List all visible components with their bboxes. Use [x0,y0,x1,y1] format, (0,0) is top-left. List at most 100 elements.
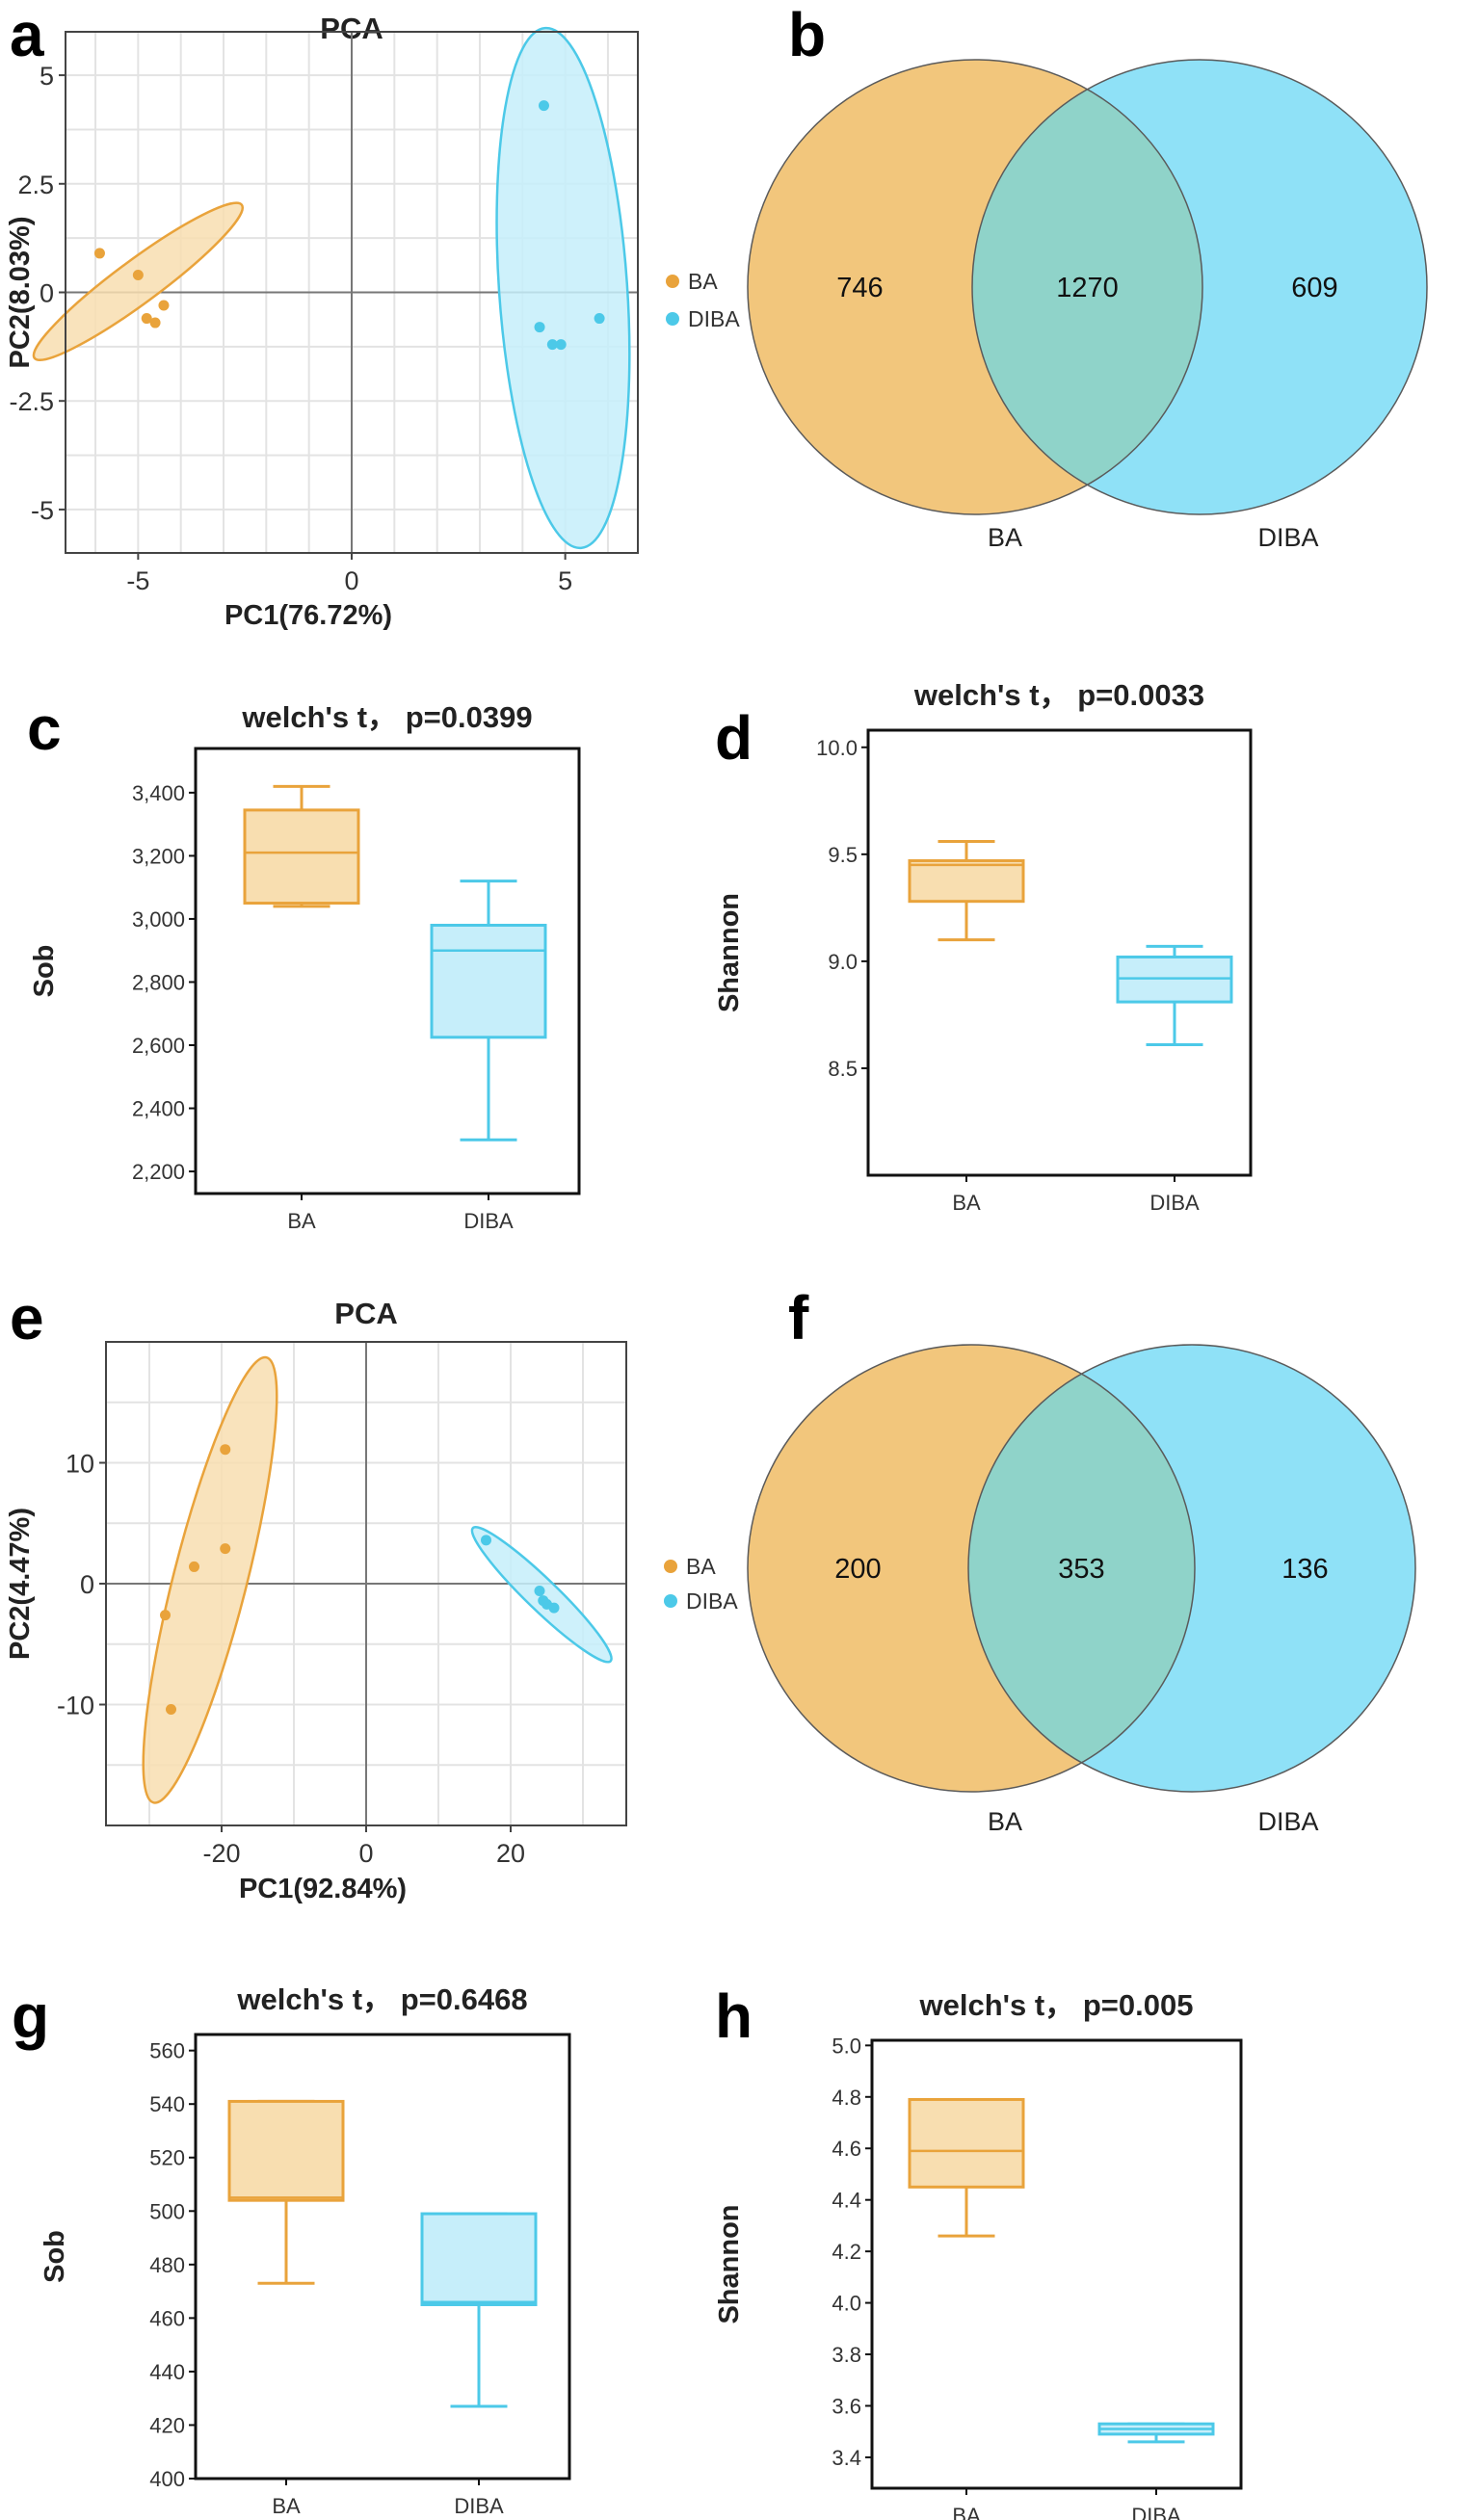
legend-marker-ba [664,1560,677,1573]
venn-outline-ba [747,1344,1196,1793]
y-tick-label: 3.8 [832,2343,861,2367]
y-tick-label: 3.4 [832,2446,861,2470]
y-axis-title: Sob [29,945,60,998]
boxplot-d: welch's t， p=0.0033 8.5 9.0 9.5 10.0 BA DIBA Sh… [714,678,1253,1215]
boxplot-g: welch's t， p=0.6468 400 420 440 460 480 500 520… [40,1982,571,2518]
legend-label-ba: BA [688,269,718,294]
data-point-diba [548,1602,560,1614]
box-iqr-ba [227,2099,345,2202]
y-tick-label: 0 [80,1570,94,1599]
venn-outline-diba [971,59,1428,515]
box-iqr-ba [908,2097,1025,2189]
data-point-ba [189,1561,199,1572]
y-tick-label: 500 [149,2199,185,2223]
venn-count-diba-only: 609 [1291,273,1337,303]
legend-marker-diba [666,312,679,326]
y-tick-label: 3.6 [832,2394,861,2418]
y-tick-label: 2.5 [17,171,54,199]
panel-letter-b: b [788,0,826,69]
boxplot-c: welch's t， p=0.0399 2,200 2,400 2,600 2,800 3… [29,700,581,1233]
venn-overlap [968,1345,1195,1792]
plot-frame [866,728,1253,1177]
confidence-ellipse-ba [142,1355,278,1804]
venn-count-shared: 1270 [1056,273,1119,303]
plot-frame [870,2038,1243,2490]
x-tick-label: DIBA [454,2494,504,2518]
data-point-ba [149,317,161,328]
x-tick-label: DIBA [1149,1191,1200,1215]
plot-frame [194,2033,571,2481]
y-tick-label: 4.2 [832,2240,861,2264]
x-tick-label: -20 [202,1839,240,1868]
data-point-diba [594,313,605,325]
venn-outline-diba [967,1344,1416,1793]
y-tick-label: 10 [66,1450,94,1479]
legend-marker-ba [666,275,679,288]
legend-marker-diba [664,1594,677,1608]
y-tick-label: -5 [31,496,54,525]
x-tick-label: 20 [496,1839,525,1868]
y-tick-label: 9.5 [828,843,858,867]
y-tick-label: 4.0 [832,2292,861,2316]
venn-set-label-diba: DIBA [1257,523,1318,552]
data-point-diba [534,1586,545,1597]
panel-letter-a: a [10,0,44,69]
venn-outline-ba [747,59,1203,515]
data-point-diba [534,322,545,333]
data-point-diba [481,1535,491,1546]
y-tick-label: -10 [57,1692,94,1720]
y-tick-label: 420 [149,2413,185,2437]
data-point-ba [166,1704,176,1716]
data-point-ba [141,313,152,325]
chart-title: welch's t， p=0.6468 [236,1982,527,2016]
y-tick-label: 2,400 [132,1097,185,1121]
x-tick-label: DIBA [1131,2504,1181,2520]
x-tick-label: BA [952,1191,981,1215]
y-axis-title: Shannon [714,2204,745,2323]
y-tick-label: 4.8 [832,2086,861,2110]
x-tick-label: BA [272,2494,301,2518]
plot-frame [194,747,581,1195]
y-tick-label: 460 [149,2306,185,2330]
box-iqr-diba [420,2212,538,2306]
boxplot-h: welch's t， p=0.005 3.4 3.6 3.8 4.0 4.2 4.4 4.6 4… [714,1988,1243,2520]
venn-diagram-f: 200 353 136 BA DIBA [747,1344,1416,1836]
panel-letter-e: e [10,1283,44,1352]
data-point-ba [220,1543,231,1555]
data-point-ba [132,269,144,280]
y-tick-label: 560 [149,2039,185,2063]
y-tick-label: 480 [149,2253,185,2277]
y-tick-label: 520 [149,2146,185,2170]
y-tick-label: 5.0 [832,2034,861,2058]
box-iqr-ba [908,858,1025,904]
data-point-diba [555,339,567,351]
legend-label-ba: BA [686,1554,716,1579]
chart-title: welch's t， p=0.0033 [913,678,1204,712]
x-axis-title: PC1(92.84%) [239,1874,407,1904]
y-tick-label: 540 [149,2092,185,2116]
confidence-ellipse-diba [495,26,631,550]
venn-set-label-ba: BA [988,1807,1022,1836]
venn-set-label-diba: DIBA [1257,1807,1318,1836]
venn-count-ba-only: 200 [834,1554,881,1585]
data-point-diba [546,339,558,351]
chart-title: welch's t， p=0.0399 [241,700,532,734]
y-axis-title: Sob [40,2230,70,2283]
y-axis-title: PC2(8.03%) [5,217,36,369]
y-tick-label: 8.5 [828,1057,858,1081]
y-tick-label: 10.0 [816,736,858,760]
y-tick-label: 2,600 [132,1034,185,1058]
venn-count-diba-only: 136 [1281,1554,1328,1585]
y-axis-title: Shannon [714,893,745,1012]
panel-letter-c: c [27,694,62,763]
x-tick-label: DIBA [463,1209,514,1233]
y-tick-label: 4.6 [832,2137,861,2161]
data-point-diba [538,100,549,112]
pca-plot-e: PCA -20 0 20 10 0 -10 PC1(92.84%) PC2(4.47%) BA DI… [5,1297,738,1904]
y-tick-label: 3,200 [132,844,185,868]
y-tick-label: 0 [40,279,54,308]
y-tick-label: 4.4 [832,2189,861,2213]
y-tick-label: 3,400 [132,781,185,805]
